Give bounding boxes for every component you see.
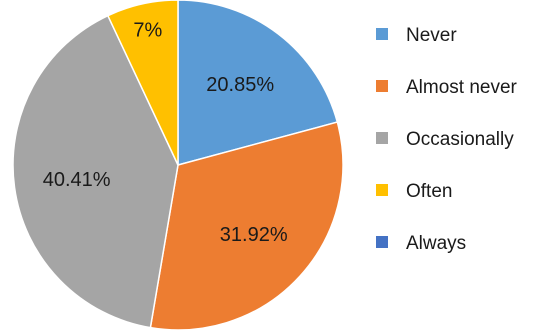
legend-swatch-often	[376, 184, 388, 196]
legend-item-often: Often	[376, 181, 452, 202]
legend-item-never: Never	[376, 25, 457, 46]
legend-label-never: Never	[406, 25, 457, 46]
legend-swatch-never	[376, 28, 388, 40]
data-label-almost-never: 31.92%	[220, 224, 288, 246]
legend-swatch-almost-never	[376, 80, 388, 92]
data-label-never: 20.85%	[206, 74, 274, 96]
legend-swatch-always	[376, 236, 388, 248]
pie-slices	[12, 0, 344, 331]
legend-item-almost-never: Almost never	[376, 77, 518, 98]
legend-label-occasionally: Occasionally	[406, 129, 514, 150]
legend-swatch-occasionally	[376, 132, 388, 144]
pie-slice-almost-never	[149, 121, 344, 331]
legend-label-often: Often	[406, 181, 452, 202]
legend-label-always: Always	[406, 233, 466, 254]
pie-data-labels: 20.85% 31.92% 40.41% 7%	[43, 20, 288, 246]
pie-slice-never	[177, 0, 339, 166]
legend-label-almost-never: Almost never	[406, 77, 518, 98]
legend: Never Almost never Occasionally Often Always	[376, 25, 518, 254]
legend-item-occasionally: Occasionally	[376, 129, 514, 150]
data-label-occasionally: 40.41%	[43, 169, 111, 191]
pie-slice-often	[106, 0, 179, 166]
legend-item-always: Always	[376, 233, 466, 254]
pie-slice-occasionally	[12, 14, 179, 329]
data-label-often: 7%	[133, 20, 162, 42]
